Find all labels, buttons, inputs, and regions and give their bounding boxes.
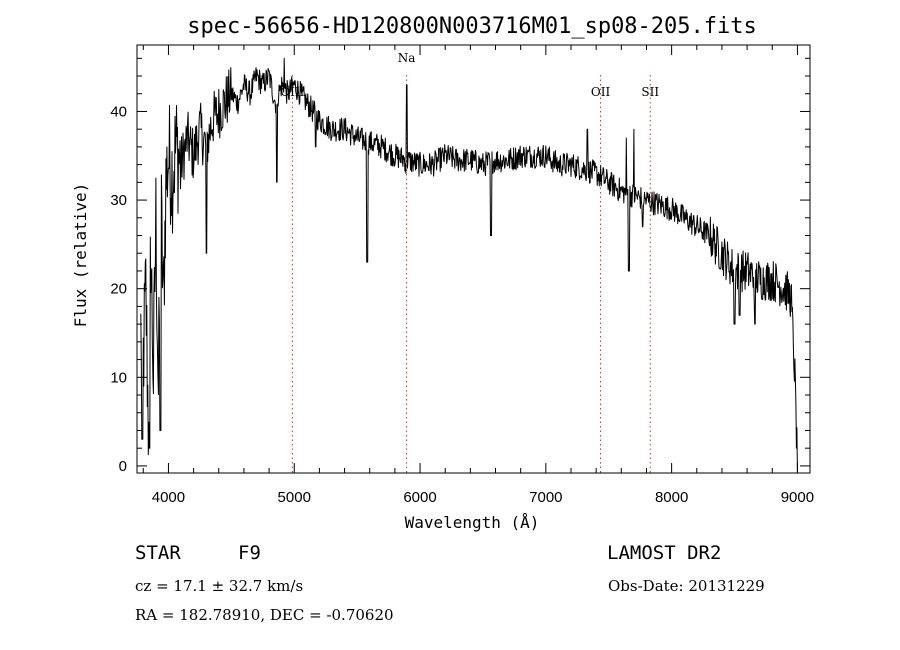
y-tick-label: 0 [119,458,127,475]
line-label-na: Na [398,51,416,65]
y-tick-label: 20 [110,281,127,298]
y-tick-label: 40 [110,103,127,120]
y-axis-label: Flux (relative) [71,183,90,328]
line-label-sii: SII [641,85,659,99]
sky-coordinates: RA = 182.78910, DEC = -0.70620 [135,606,394,624]
chart-title: spec-56656-HD120800N003716M01_sp08-205.f… [187,14,757,39]
x-tick-label: 7000 [529,489,562,506]
x-tick-label: 6000 [403,489,436,506]
object-class: STAR [135,542,181,564]
plot-frame [136,44,811,474]
x-tick-label: 5000 [278,489,311,506]
survey-release: LAMOST DR2 [607,542,722,564]
x-tick-label: 8000 [655,489,688,506]
y-tick-label: 10 [110,369,127,386]
spectrum-line [140,57,798,472]
line-label-oii: OII [591,85,611,99]
object-subclass: F9 [238,542,261,564]
observation-date: Obs-Date: 20131229 [608,577,765,595]
x-tick-label: 4000 [152,489,185,506]
x-tick-label: 9000 [781,489,814,506]
y-tick-label: 30 [110,192,127,209]
redshift-velocity: cz = 17.1 ± 32.7 km/s [135,577,304,595]
x-axis-label: Wavelength (Å) [405,513,540,532]
